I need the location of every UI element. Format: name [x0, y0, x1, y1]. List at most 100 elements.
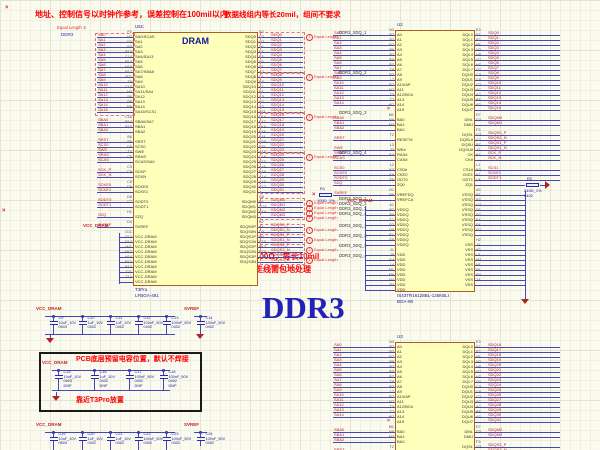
net-label[interactable]: SVREF [98, 221, 112, 227]
equal-length-directive-address[interactable]: Equal Length ① [57, 25, 87, 30]
capacitor-C13[interactable] [166, 316, 167, 321]
capacitor-C21[interactable] [110, 432, 111, 437]
net-label[interactable]: SA2 [98, 41, 106, 47]
net-label[interactable]: SCS1 [488, 164, 499, 170]
net-label[interactable]: SCK_N [488, 154, 502, 160]
net-label[interactable]: SDQ13 [488, 94, 502, 100]
net-label[interactable]: SA2 [334, 351, 342, 357]
net-label[interactable]: SRAS [98, 151, 109, 157]
net-label[interactable]: SWE [334, 144, 344, 150]
net-label[interactable]: SDQS2_N [488, 446, 507, 450]
capacitor-C18[interactable] [163, 370, 164, 375]
net-label[interactable]: SDQ15 [488, 104, 502, 110]
net-label[interactable]: SDQ0 [271, 31, 282, 37]
net-label[interactable]: SCKE1 [488, 169, 502, 175]
net-label[interactable]: SVREF [334, 189, 348, 195]
net-label[interactable]: SDQ31 [271, 186, 285, 192]
net-label[interactable]: SDQ31 [488, 416, 502, 422]
net-label[interactable]: SODT1 [488, 174, 502, 180]
net-label[interactable]: SDQ1 [271, 36, 282, 42]
net-label[interactable]: SDQM3 [488, 431, 503, 437]
net-label[interactable]: SA13 [334, 406, 344, 412]
net-label[interactable]: SA1 [98, 36, 106, 42]
net-label[interactable]: SDQS1_N [271, 236, 290, 242]
net-label[interactable]: SZQ [98, 211, 107, 217]
net-label[interactable]: SDQ18 [488, 351, 502, 357]
net-label[interactable]: SDQ10 [488, 79, 502, 85]
net-label[interactable]: SA3 [334, 44, 342, 50]
net-label[interactable]: SA4 [334, 361, 342, 367]
net-label[interactable]: SA12 [98, 91, 108, 97]
net-label[interactable]: SDQ27 [488, 396, 502, 402]
net-label[interactable]: SA6 [334, 59, 342, 65]
net-label[interactable]: SDQ19 [488, 356, 502, 362]
net-label[interactable]: SDQM1 [488, 119, 503, 125]
net-label[interactable]: SA9 [334, 74, 342, 80]
net-label[interactable]: SA8 [98, 71, 106, 77]
net-label[interactable]: SCAS [334, 154, 345, 160]
net-label[interactable]: SA14 [98, 101, 108, 107]
net-label[interactable]: SCAS [98, 156, 109, 162]
net-label[interactable]: SDQ6 [271, 61, 282, 67]
net-label[interactable]: SA14 [334, 411, 344, 417]
resistor-R1[interactable] [319, 193, 332, 197]
net-label[interactable]: SA5 [334, 366, 342, 372]
net-label[interactable]: SDQ11 [271, 86, 284, 92]
net-label[interactable]: SA10 [334, 79, 344, 85]
net-label[interactable]: SBA1 [334, 119, 345, 125]
net-label[interactable]: SBA0 [98, 116, 109, 122]
equal-length-icon[interactable]: 1 [306, 73, 313, 81]
capacitor-C11[interactable] [110, 316, 111, 321]
capacitor-C10[interactable] [82, 316, 83, 321]
net-label[interactable]: SA11 [334, 84, 344, 90]
net-label[interactable]: SODT1 [98, 201, 112, 207]
net-label[interactable]: SDQ12 [488, 89, 502, 95]
net-label[interactable]: SA4 [98, 51, 106, 57]
net-label[interactable]: SCS0 [98, 141, 109, 147]
net-label[interactable]: SDQ30 [488, 411, 502, 417]
equal-length-icon[interactable]: 1 [306, 33, 313, 41]
chip-U3[interactable] [395, 342, 475, 450]
net-label[interactable]: SDQ20 [271, 131, 285, 137]
net-label[interactable]: SA0 [334, 341, 342, 347]
net-label[interactable]: SA13 [98, 96, 108, 102]
equal-length-icon[interactable]: 1 [306, 153, 313, 161]
equal-length-icon[interactable]: 1 [306, 256, 313, 264]
net-label[interactable]: SA0 [98, 31, 106, 37]
net-label[interactable]: SDQM1 [271, 201, 286, 207]
net-label[interactable]: SA3 [334, 356, 342, 362]
power-port-svref[interactable]: SVREF [184, 306, 200, 311]
net-label[interactable]: SA6 [98, 61, 106, 67]
net-label[interactable]: SDQ25 [488, 386, 502, 392]
net-label[interactable]: SA1 [334, 34, 342, 40]
net-label[interactable]: SA0 [334, 29, 342, 35]
net-label[interactable]: SDQM0 [271, 196, 286, 202]
net-label[interactable]: SCS0 [334, 164, 345, 170]
net-label[interactable]: SDQ4 [271, 51, 282, 57]
net-label[interactable]: SODT0 [334, 174, 348, 180]
net-label[interactable]: SA9 [98, 76, 106, 82]
net-label[interactable]: SDQ22 [271, 141, 285, 147]
net-label[interactable]: SDQ20 [488, 361, 502, 367]
net-label[interactable]: SA3 [98, 46, 106, 52]
power-port-vcc_dram[interactable]: VCC_DRAM [347, 198, 373, 203]
capacitor-C23[interactable] [166, 432, 167, 437]
net-label[interactable]: SA7 [334, 64, 342, 70]
equal-length-icon[interactable]: 1 [306, 214, 313, 222]
net-label[interactable]: SDQ18 [271, 121, 285, 127]
net-label[interactable]: SDQ12 [271, 91, 285, 97]
equal-length-icon[interactable]: 1 [306, 113, 313, 121]
net-label[interactable]: SDQS0_N [271, 226, 290, 232]
net-label[interactable]: SBA0 [334, 114, 345, 120]
net-label[interactable]: SDQ11 [488, 84, 501, 90]
net-label[interactable]: SCKE1 [98, 186, 112, 192]
net-label[interactable]: SDQS1_N [488, 144, 507, 150]
net-label[interactable]: SDQ25 [271, 156, 285, 162]
net-label[interactable]: SDQ5 [488, 54, 499, 60]
net-label[interactable]: SA2 [334, 39, 342, 45]
net-label[interactable]: SCK_P [98, 166, 112, 172]
net-label[interactable]: SDQM0 [488, 114, 503, 120]
power-port-vcc_dram[interactable]: VCC_DRAM [36, 422, 62, 427]
net-label[interactable]: SDQ4 [488, 49, 499, 55]
net-label[interactable]: SDQS0_N [488, 134, 507, 140]
